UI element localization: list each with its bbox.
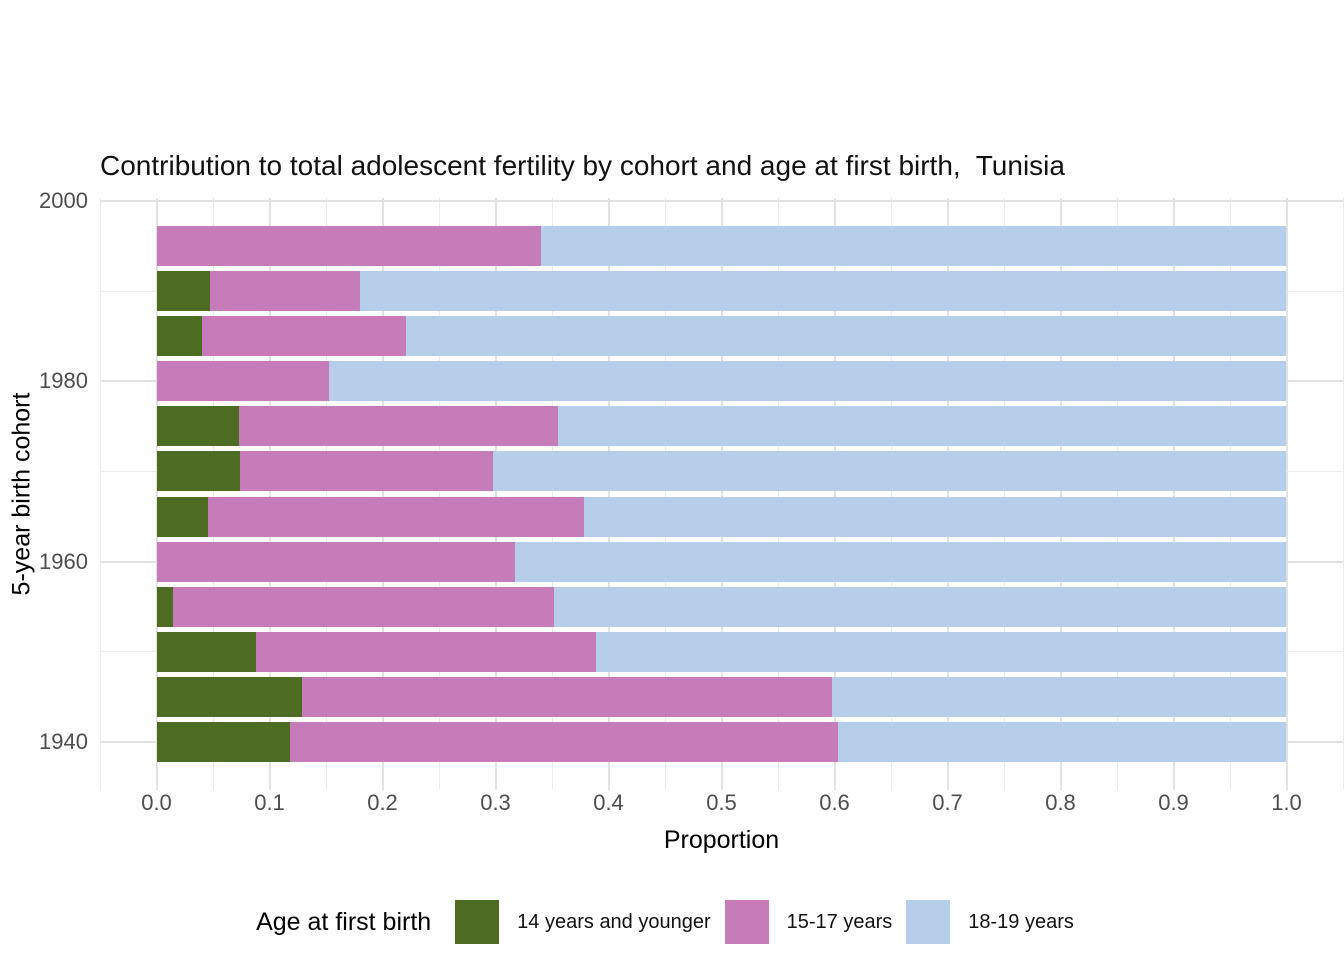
gridline-y-major (100, 199, 1343, 202)
x-tick-label: 0.2 (367, 790, 398, 815)
legend-swatch-icon (455, 900, 500, 944)
bar-segment-1965-2 (583, 496, 1287, 537)
y-tick-label: 2000 (39, 187, 88, 213)
legend-item-label: 14 years and younger (517, 910, 711, 933)
y-tick-label: 1940 (39, 729, 88, 754)
bar-segment-1945-0 (156, 676, 303, 717)
bar-segment-1965-0 (156, 496, 209, 537)
bar-segment-1995-1 (156, 226, 541, 267)
bar-segment-1950-0 (156, 631, 256, 672)
bar-segment-1970-1 (240, 451, 494, 492)
x-tick-label: 0.6 (819, 790, 850, 815)
x-tick-label: 0.8 (1045, 790, 1076, 815)
bar-segment-1965-1 (208, 496, 584, 537)
gridline-x-minor (551, 198, 553, 790)
legend-item-2: 18-19 years (906, 900, 1074, 944)
x-tick-label: 0.1 (254, 790, 285, 815)
x-tick-label: 0.7 (932, 790, 963, 815)
bar-segment-1990-1 (209, 271, 360, 312)
gridline-x-minor (777, 198, 779, 790)
bar-segment-1955-0 (156, 586, 174, 627)
gridline-x-major (946, 198, 949, 790)
x-tick-label: 0.9 (1158, 790, 1189, 815)
gridline-x-minor (890, 198, 892, 790)
gridline-x-minor (1003, 198, 1005, 790)
legend-item-label: 18-19 years (968, 910, 1074, 933)
bar-segment-1970-2 (493, 451, 1287, 492)
gridline-x-minor (1116, 198, 1118, 790)
gridline-x-minor (1229, 198, 1231, 790)
bar-segment-1945-1 (302, 676, 833, 717)
plot-panel (99, 198, 1344, 790)
gridline-x-minor (99, 198, 101, 790)
bar-segment-1980-1 (156, 361, 330, 402)
gridline-x-minor (438, 198, 440, 790)
bar-segment-1975-0 (156, 406, 239, 447)
legend-item-1: 15-17 years (724, 900, 893, 944)
bar-segment-1955-2 (554, 586, 1287, 627)
bar-segment-1980-2 (329, 361, 1287, 402)
legend-item-label: 15-17 years (786, 910, 893, 933)
gridline-x-major (607, 198, 610, 790)
y-tick-label: 1980 (39, 368, 88, 394)
legend-title: Age at first birth (256, 907, 432, 936)
bar-segment-1995-2 (540, 226, 1287, 267)
gridline-x-minor (664, 198, 666, 790)
bar-segment-1975-2 (557, 406, 1287, 447)
gridline-x-major (833, 198, 836, 790)
gridline-x-major (381, 198, 384, 790)
gridline-x-major (720, 198, 723, 790)
legend-swatch-icon (724, 900, 769, 944)
bar-segment-1940-0 (156, 722, 290, 762)
bar-segment-1940-2 (837, 722, 1287, 762)
x-tick-label: 0.3 (480, 790, 511, 815)
y-tick-label: 1960 (39, 548, 88, 574)
legend-swatch-icon (906, 900, 951, 944)
bar-segment-1955-1 (173, 586, 555, 627)
bar-segment-1950-1 (255, 631, 597, 672)
bar-segment-1990-2 (359, 271, 1287, 312)
x-tick-label: 0.4 (593, 790, 624, 815)
gridline-x-minor (325, 198, 327, 790)
bar-segment-1950-2 (596, 631, 1287, 672)
x-tick-label: 0.0 (141, 790, 172, 815)
bar-segment-1960-1 (156, 541, 515, 582)
gridline-x-major (1059, 198, 1062, 790)
x-tick-label: 1.0 (1271, 790, 1302, 815)
x-tick-label: 0.5 (706, 790, 737, 815)
gridline-x-major (494, 198, 497, 790)
gridline-x-major (1172, 198, 1175, 790)
gridline-x-major (1285, 198, 1288, 790)
gridline-x-minor (1342, 198, 1344, 790)
bar-segment-1985-2 (406, 316, 1287, 357)
bar-segment-1960-2 (514, 541, 1287, 582)
bar-segment-1945-2 (832, 676, 1287, 717)
gridline-x-minor (212, 198, 214, 790)
gridline-x-major (268, 198, 271, 790)
gridline-x-major (155, 198, 158, 790)
chart-title: Contribution to total adolescent fertili… (100, 150, 1065, 181)
bar-segment-1940-1 (289, 722, 838, 762)
bar-segment-1970-0 (156, 451, 241, 492)
bar-segment-1985-0 (156, 316, 202, 357)
bar-segment-1975-1 (238, 406, 558, 447)
bar-segment-1985-1 (201, 316, 407, 357)
x-axis-title: Proportion (663, 826, 780, 854)
bar-segment-1990-0 (156, 271, 210, 312)
legend: Age at first birth 14 years and younger 1… (0, 898, 1344, 946)
legend-item-0: 14 years and younger (455, 900, 711, 944)
